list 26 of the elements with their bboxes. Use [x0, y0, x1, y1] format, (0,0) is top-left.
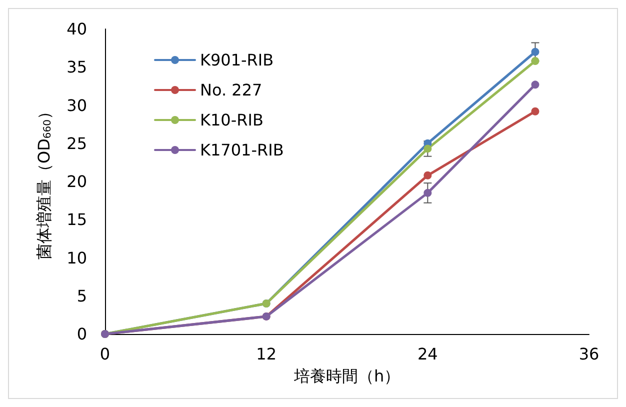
point: [531, 80, 540, 89]
legend-label: K10-RIB: [200, 110, 264, 130]
x-tick-label: 24: [417, 344, 438, 364]
x-tick-label: 36: [578, 344, 600, 364]
y-tick-label: 10: [66, 248, 87, 268]
y-tick-label: 20: [66, 172, 87, 191]
y-tick-label: 25: [66, 134, 87, 153]
x-axis-title: 培養時間（h）: [292, 366, 400, 386]
y-tick-label: 5: [76, 286, 87, 306]
point: [424, 188, 432, 197]
point: [531, 57, 540, 66]
legend-label: K901-RIB: [200, 50, 274, 70]
point: [424, 144, 432, 153]
point: [424, 171, 432, 180]
y-tick-label: 40: [66, 20, 87, 38]
y-tick-label: 35: [66, 58, 87, 77]
y-axis-title: 菌体増殖量（OD660）: [34, 104, 54, 260]
point: [531, 48, 540, 56]
legend-label: No. 227: [200, 80, 262, 100]
legend-label: K1701-RIB: [200, 140, 284, 160]
y-tick-label: 0: [76, 324, 87, 344]
x-tick-label: 12: [256, 344, 277, 364]
y-tick-label: 15: [66, 210, 87, 230]
y-tick-label: 30: [66, 96, 87, 115]
x-tick-label: 0: [100, 344, 110, 364]
point: [531, 107, 540, 116]
